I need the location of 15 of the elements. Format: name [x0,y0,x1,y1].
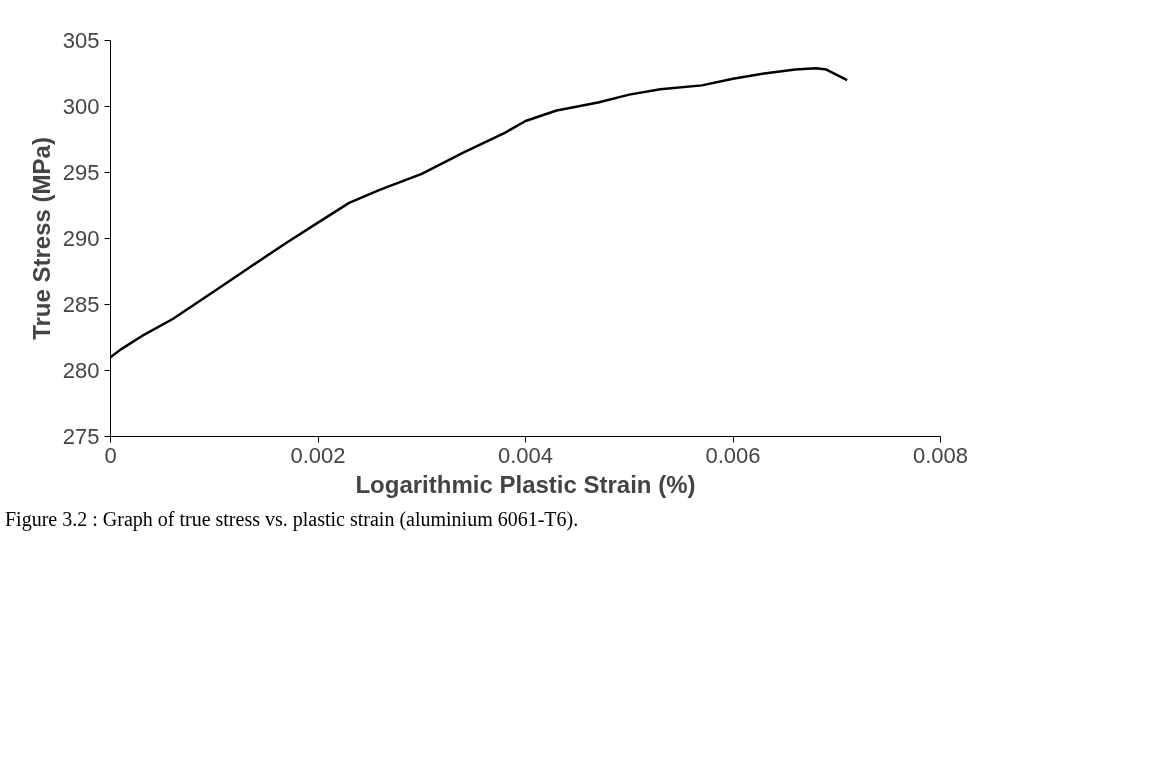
x-tick-label: 0 [104,442,117,468]
y-tick-label: 285 [62,292,100,317]
y-tick-label: 290 [62,226,100,251]
x-axis-title: Logarithmic Plastic Strain (%) [355,470,696,498]
y-tick-label: 275 [62,424,100,449]
x-tick-label: 0.006 [705,442,761,468]
y-tick-label: 295 [62,160,100,185]
x-tick-label: 0.008 [912,442,969,468]
x-tick-label: 0.004 [497,442,554,468]
y-tick-label: 280 [62,358,100,383]
x-tick-label: 0.002 [290,442,346,468]
y-tick-label: 300 [62,94,100,119]
y-axis-title: True Stress (MPa) [27,137,55,340]
caption: Figure 3.2 : Graph of true stress vs. plastic strain (aluminium 6061-T6). [5,507,579,533]
y-tick-label: 305 [62,28,100,53]
